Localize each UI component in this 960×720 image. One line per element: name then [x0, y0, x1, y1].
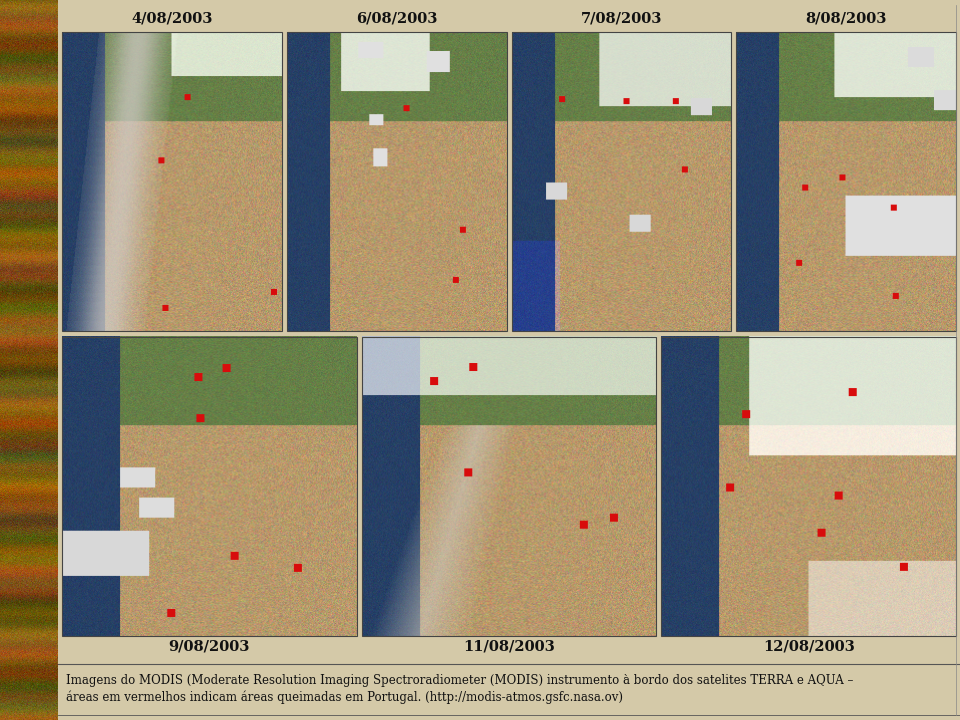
Text: 8/08/2003: 8/08/2003	[805, 12, 887, 26]
Text: 7/08/2003: 7/08/2003	[581, 12, 662, 26]
Text: 6/08/2003: 6/08/2003	[356, 12, 438, 26]
Text: 11/08/2003: 11/08/2003	[463, 640, 555, 654]
Bar	[661, 337, 956, 636]
Bar	[62, 337, 357, 636]
Text: 9/08/2003: 9/08/2003	[169, 640, 250, 654]
Bar	[62, 32, 281, 330]
Bar	[736, 32, 956, 330]
Text: 12/08/2003: 12/08/2003	[763, 640, 854, 654]
Text: áreas em vermelhos indicam áreas queimadas em Portugal. (http://modis-atmos.gsfc: áreas em vermelhos indicam áreas queimad…	[66, 690, 623, 703]
Text: 4/08/2003: 4/08/2003	[132, 12, 212, 26]
Bar	[512, 32, 732, 330]
Text: Imagens do MODIS (Moderate Resolution Imaging Spectroradiometer (MODIS) instrume: Imagens do MODIS (Moderate Resolution Im…	[66, 674, 853, 687]
Bar	[362, 337, 657, 636]
Bar	[287, 32, 507, 330]
